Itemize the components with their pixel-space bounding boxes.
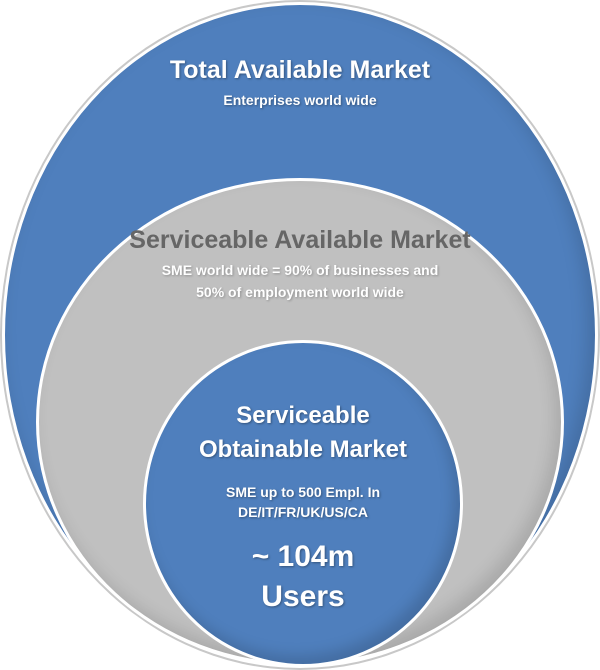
som-circle (143, 340, 463, 667)
sam-subtitle-line2: 50% of employment world wide (196, 284, 404, 300)
som-title-line1: Serviceable (236, 402, 370, 429)
som-subtitle-line2: DE/IT/FR/UK/US/CA (238, 504, 368, 520)
som-value-unit: Users (261, 580, 345, 613)
sam-title: Serviceable Available Market (129, 226, 471, 254)
sam-subtitle-line1: SME world wide = 90% of businesses and (161, 262, 439, 278)
tam-subtitle: Enterprises world wide (223, 92, 377, 108)
tam-title: Total Available Market (169, 56, 431, 84)
som-title-line2: Obtainable Market (198, 436, 408, 463)
som-value: ~ 104m (251, 540, 355, 573)
som-subtitle-line1: SME up to 500 Empl. In (225, 484, 381, 500)
